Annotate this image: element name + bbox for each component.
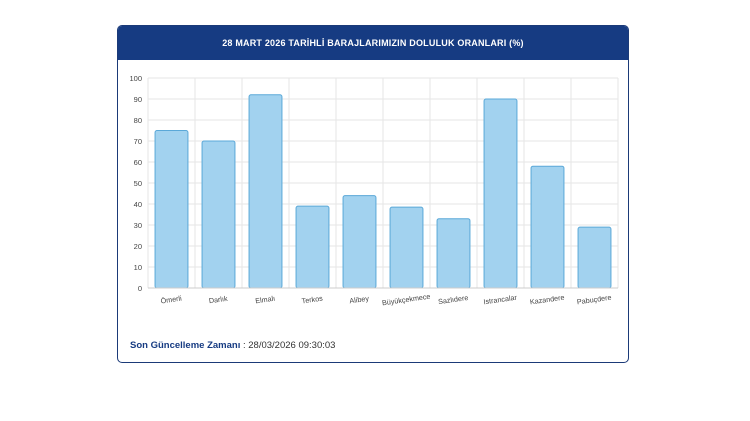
bar-ömerli[interactable] [154,130,189,289]
x-tick-label: Terkos [301,294,324,306]
x-tick-label: Darlık [208,294,228,306]
y-tick-label: 30 [134,221,142,230]
x-axis: Ömerli Darlık Elmalı Terkos Alibey Büyükçekme… [148,287,618,308]
y-tick-label: 50 [134,179,142,188]
bar-büyükçekmece[interactable] [389,206,424,289]
y-tick-label: 20 [134,242,142,251]
chart-title: 28 MART 2026 TARİHLİ BARAJLARIMIZIN DOLU… [118,26,628,60]
x-tick-label: Pabuçdere [576,293,612,307]
bar-chart: 0 10 20 30 40 50 60 70 80 90 100 Ömerli Darlık Elmal… [129,74,619,308]
bar-alibey[interactable] [342,195,377,289]
y-tick-label: 10 [134,263,142,272]
y-tick-label: 80 [134,116,142,125]
x-tick-label: Ömerli [160,294,183,306]
y-tick-label: 40 [134,200,142,209]
x-tick-label: Büyükçekmece [381,292,431,308]
y-axis: 0 10 20 30 40 50 60 70 80 90 100 [129,74,142,293]
bar-pabuçdere[interactable] [577,226,612,289]
last-update-separator: : [240,340,249,351]
last-update: Son Güncelleme Zamanı : 28/03/2026 09:30… [130,340,335,351]
y-tick-label: 60 [134,158,142,167]
bar-terkos[interactable] [295,205,330,289]
x-tick-label: Istrancalar [483,293,518,307]
bars [154,94,612,289]
last-update-value: 28/03/2026 09:30:03 [248,340,336,351]
y-tick-label: 90 [134,95,142,104]
x-tick-label: Sazlıdere [437,293,468,306]
bar-elmalı[interactable] [248,94,283,289]
bar-darlık[interactable] [201,140,236,289]
bar-sazlıdere[interactable] [436,218,471,289]
bar-istrancalar[interactable] [483,98,518,289]
bar-kazandere[interactable] [530,165,565,289]
chart-area: 0 10 20 30 40 50 60 70 80 90 100 Ömerli Darlık Elmal… [118,60,628,330]
y-tick-label: 70 [134,137,142,146]
x-tick-label: Kazandere [529,293,565,307]
x-tick-label: Alibey [349,294,370,306]
y-tick-label: 0 [138,284,142,293]
x-tick-label: Elmalı [255,294,276,306]
last-update-label: Son Güncelleme Zamanı [130,340,241,351]
y-tick-label: 100 [129,74,142,83]
chart-card: 28 MART 2026 TARİHLİ BARAJLARIMIZIN DOLU… [117,25,629,363]
